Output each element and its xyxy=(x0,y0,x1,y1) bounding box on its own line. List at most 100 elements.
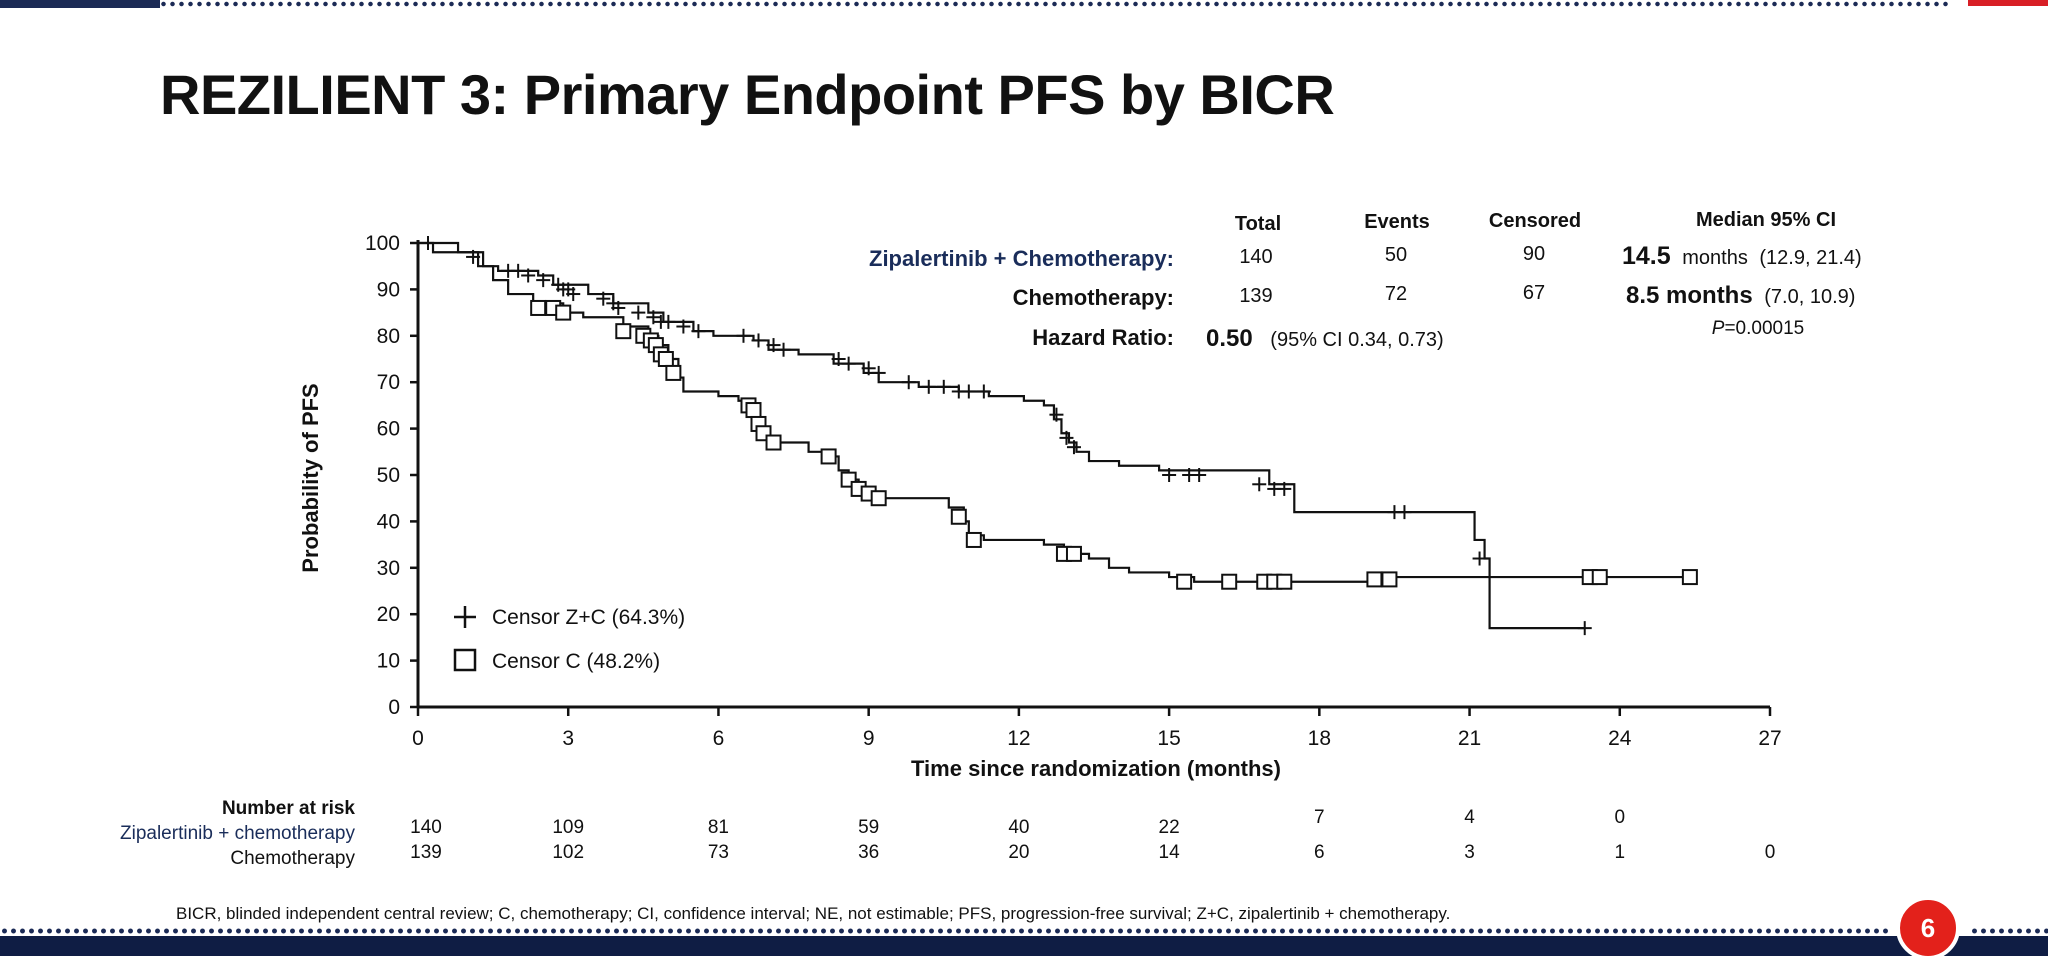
censor-plus-mark xyxy=(841,356,856,371)
page-number-badge: 6 xyxy=(1896,896,1960,956)
legend-c-label: Censor C (48.2%) xyxy=(492,650,660,673)
censor-square-mark xyxy=(765,434,782,451)
legend: Censor Z+C (64.3%) Censor C (48.2%) xyxy=(453,606,685,673)
hazard-value: 0.50 xyxy=(1206,325,1253,352)
legend-zc-label: Censor Z+C (64.3%) xyxy=(492,606,685,629)
x-axis-label: Time since randomization (months) xyxy=(911,756,1281,781)
censor-plus-mark xyxy=(1252,477,1267,492)
risk-count: 73 xyxy=(708,842,729,863)
x-tick-label: 3 xyxy=(562,727,574,750)
censor-square-mark xyxy=(1591,569,1608,586)
y-tick-label: 70 xyxy=(377,371,400,394)
footnote: BICR, blinded independent central review… xyxy=(176,904,1451,923)
risk-count: 36 xyxy=(858,842,879,863)
censor-plus-mark xyxy=(861,361,876,376)
censor-plus-mark xyxy=(676,319,691,334)
top-dot-border xyxy=(150,0,1950,8)
censor-plus-mark xyxy=(661,314,676,329)
censor-square-mark xyxy=(1176,573,1193,590)
row-zc-label: Zipalertinib + Chemotherapy: xyxy=(869,246,1174,271)
row-c-ci: (7.0, 10.9) xyxy=(1764,286,1855,308)
censor-plus-mark xyxy=(536,273,551,288)
row-c-censored: 67 xyxy=(1523,282,1545,304)
y-tick-label: 90 xyxy=(377,278,400,301)
risk-count: 4 xyxy=(1464,807,1475,828)
y-tick-label: 80 xyxy=(377,325,400,348)
risk-count: 0 xyxy=(1765,842,1776,863)
header-events: Events xyxy=(1364,211,1430,233)
risk-count: 14 xyxy=(1159,842,1181,863)
p-rest: =0.00015 xyxy=(1724,318,1804,339)
row-zc-ci: (12.9, 21.4) xyxy=(1759,247,1861,269)
risk-count: 1 xyxy=(1614,842,1625,863)
p-prefix: P xyxy=(1712,318,1725,339)
y-tick-label: 40 xyxy=(377,510,400,533)
risk-count: 139 xyxy=(410,842,442,863)
bottom-band xyxy=(0,936,2048,956)
censor-square-mark xyxy=(950,508,967,525)
legend-plus-icon xyxy=(454,606,476,628)
risk-count: 7 xyxy=(1314,807,1325,828)
hazard-ratio: 0.50 (95% CI 0.34, 0.73) xyxy=(1206,325,1444,352)
censor-square-mark xyxy=(1276,573,1293,590)
censor-square-mark xyxy=(820,448,837,465)
censor-plus-mark xyxy=(776,342,791,357)
risk-count: 81 xyxy=(708,817,729,838)
censor-plus-mark xyxy=(766,338,781,353)
risk-count: 0 xyxy=(1614,807,1625,828)
row-zc-events: 50 xyxy=(1385,244,1407,266)
censor-square-mark xyxy=(530,299,547,316)
x-tick-label: 27 xyxy=(1758,727,1781,750)
censor-square-mark xyxy=(870,490,887,507)
censor-plus-mark xyxy=(566,287,581,302)
row-c-median-value: 8.5 months xyxy=(1626,282,1753,309)
row-c-median: 8.5 months (7.0, 10.9) xyxy=(1626,282,1855,309)
series-layer xyxy=(418,236,1698,636)
censor-plus-mark xyxy=(831,352,846,366)
censor-plus-mark xyxy=(1059,430,1074,445)
risk-count: 109 xyxy=(552,817,584,838)
x-tick-label: 15 xyxy=(1157,727,1180,750)
row-zc-censored: 90 xyxy=(1523,243,1545,265)
censor-plus-mark xyxy=(1162,468,1177,482)
censor-plus-mark xyxy=(1397,505,1412,520)
censor-plus-mark xyxy=(596,291,611,306)
x-tick-label: 0 xyxy=(412,727,424,750)
censor-plus-mark xyxy=(736,328,751,343)
row-c-label: Chemotherapy: xyxy=(1013,285,1174,310)
risk-count: 140 xyxy=(410,817,442,838)
censor-square-mark xyxy=(657,351,674,367)
censor-square-mark xyxy=(665,364,682,381)
y-axis-label: Probability of PFS xyxy=(298,383,323,572)
risk-count: 102 xyxy=(552,842,584,863)
header-total: Total xyxy=(1235,213,1281,235)
row-zc-median: 14.5 months (12.9, 21.4) xyxy=(1622,242,1862,270)
risk-count: 20 xyxy=(1008,842,1029,863)
censor-plus-mark xyxy=(1577,621,1592,636)
risk-row-label-zc: Zipalertinib + chemotherapy xyxy=(120,823,355,844)
y-tick-label: 60 xyxy=(377,418,400,441)
hazard-label: Hazard Ratio: xyxy=(1032,325,1174,350)
row-c-total: 139 xyxy=(1239,285,1272,307)
censor-plus-mark xyxy=(1277,481,1292,496)
censor-plus-mark xyxy=(1066,440,1081,455)
top-left-navy-bar xyxy=(0,0,160,8)
censor-plus-mark xyxy=(936,379,951,394)
y-tick-label: 0 xyxy=(388,696,400,719)
bottom-dot-border-right xyxy=(1970,926,2048,936)
header-median: Median 95% CI xyxy=(1696,209,1836,231)
censor-plus-mark xyxy=(611,300,626,315)
x-tick-label: 24 xyxy=(1608,727,1632,750)
censor-plus-mark xyxy=(631,305,646,320)
censor-plus-mark xyxy=(871,365,886,380)
censor-plus-mark xyxy=(646,310,661,325)
censor-plus-mark xyxy=(1049,407,1064,422)
hazard-ci: (95% CI 0.34, 0.73) xyxy=(1270,329,1443,351)
slide-title: REZILIENT 3: Primary Endpoint PFS by BIC… xyxy=(160,63,1335,126)
censor-plus-mark xyxy=(961,384,976,399)
y-tick-label: 10 xyxy=(377,650,400,673)
risk-table: Number at risk Zipalertinib + chemothera… xyxy=(120,798,1775,869)
censor-plus-mark xyxy=(511,263,526,278)
top-right-red-bar xyxy=(1968,0,2048,6)
censor-square-mark xyxy=(1065,545,1082,562)
